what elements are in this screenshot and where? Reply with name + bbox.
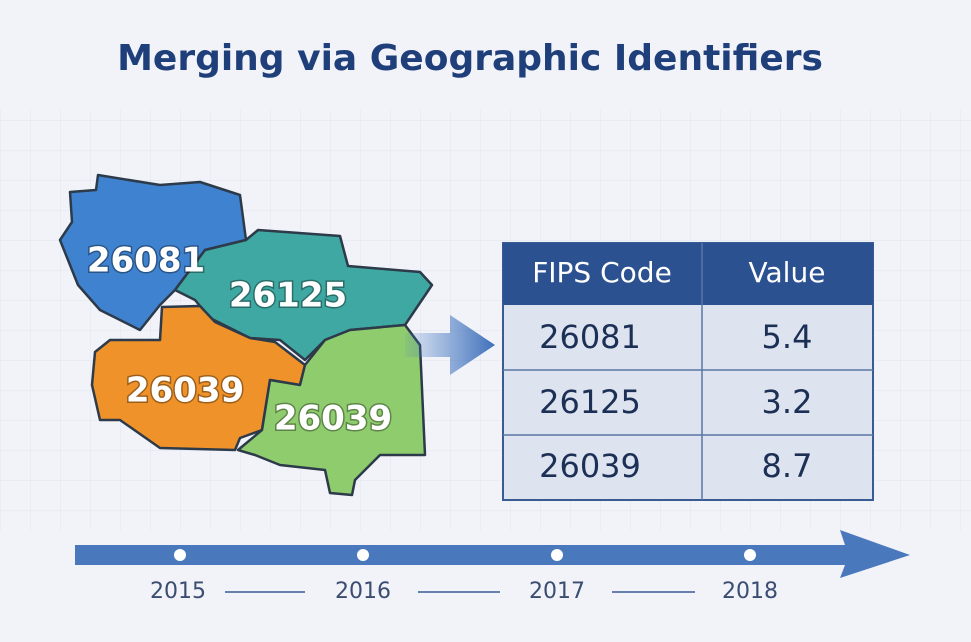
- timeline-arrow: [75, 530, 910, 578]
- arrow: [405, 315, 495, 375]
- table-cell: 3.2: [762, 383, 813, 421]
- table: FIPS Code Value 26081 5.4 26125 3.2 2603…: [502, 242, 874, 501]
- timeline-dot: [174, 549, 186, 561]
- year-label: 2018: [722, 579, 778, 604]
- table-cell: 5.4: [762, 318, 813, 356]
- timeline: 2015 2016 2017 2018: [75, 530, 910, 604]
- table-cell: 26125: [539, 383, 641, 421]
- table-header: [503, 243, 873, 305]
- region-shape: [236, 323, 427, 497]
- timeline-dot: [744, 549, 756, 561]
- region-label: 26125: [229, 276, 347, 316]
- year-label: 2015: [150, 579, 206, 604]
- region-label: 26081: [87, 241, 205, 281]
- table-cell: 26039: [539, 447, 641, 485]
- year-label: 2016: [335, 579, 391, 604]
- table-cell: 8.7: [762, 447, 813, 485]
- region-label: 26039: [274, 399, 392, 439]
- title: Merging via Geographic Identifiers: [117, 38, 823, 79]
- region-label: 26039: [126, 371, 244, 411]
- timeline-dot: [551, 549, 563, 561]
- table-cell: 26081: [539, 318, 641, 356]
- table-header-cell: FIPS Code: [532, 256, 672, 289]
- timeline-dot: [357, 549, 369, 561]
- table-header-cell: Value: [749, 256, 826, 289]
- map: [58, 173, 434, 497]
- year-label: 2017: [529, 579, 585, 604]
